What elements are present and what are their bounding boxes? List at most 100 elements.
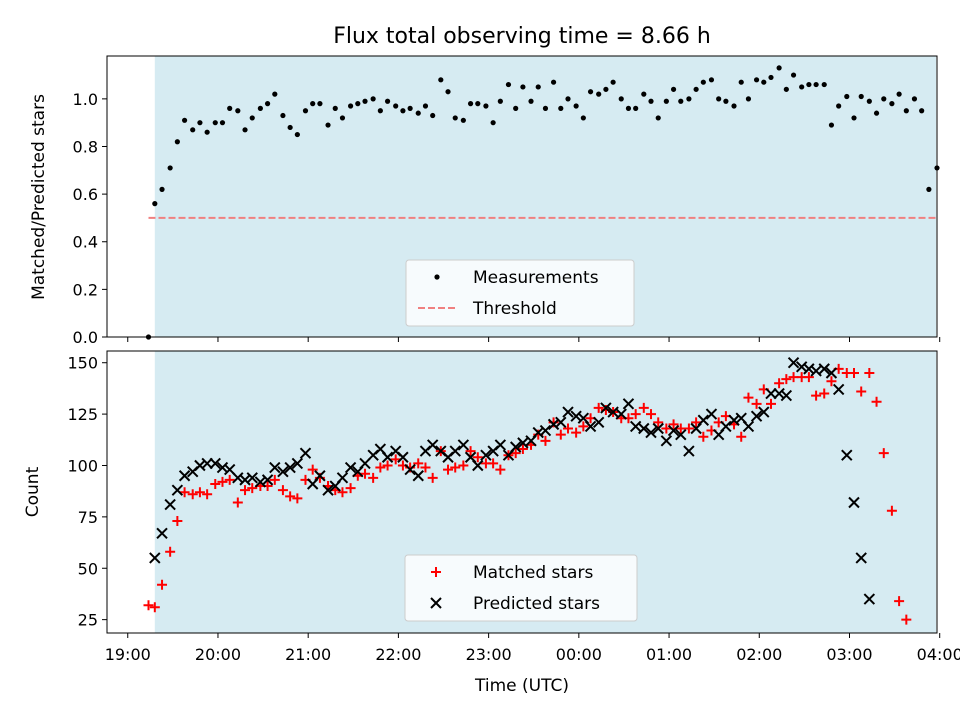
measurement-point: [483, 103, 489, 109]
measurement-point: [625, 105, 632, 111]
count-y-tick-label: 100: [67, 456, 98, 475]
measurement-point: [700, 79, 706, 85]
measurement-point: [573, 103, 579, 109]
predicted-star-point: [532, 426, 544, 439]
predicted-star-point: [765, 387, 777, 400]
predicted-star-point: [607, 406, 619, 418]
predicted-star-point: [178, 470, 191, 482]
matched-star-point: [187, 489, 198, 500]
measurement-point: [400, 108, 406, 114]
matched-star-point: [766, 398, 776, 409]
count-x-tick-label: 03:00: [826, 645, 872, 664]
matched-star-point: [277, 485, 288, 496]
measurement-point: [903, 108, 909, 114]
count-x-tick-label: 04:00: [917, 645, 960, 664]
count-y-tick-label: 50: [78, 559, 98, 578]
measurement-point: [844, 93, 850, 100]
measurement-point: [445, 89, 451, 95]
predicted-star-point: [570, 410, 582, 422]
measurement-point: [828, 122, 835, 128]
count-x-tick-label: 22:00: [375, 645, 421, 664]
x-axis-label: Time (UTC): [474, 676, 569, 696]
count-x-axis-ticks: 19:00 20:00 21:00 22:00 23:00 00:00 01:00 02:00…: [105, 633, 960, 664]
matched-star-point: [269, 474, 280, 485]
ratio-legend-box: [405, 259, 635, 327]
matched-star-point: [638, 402, 649, 413]
predicted-star-point: [645, 426, 657, 439]
matched-star-point: [202, 489, 213, 500]
predicted-star-point: [314, 470, 326, 482]
ratio-y-axis-label: Matched/Predicted stars: [29, 94, 49, 300]
matched-star-point: [781, 374, 792, 385]
measurement-point: [686, 96, 692, 102]
matched-star-point: [443, 464, 454, 475]
matched-star-point: [232, 497, 243, 508]
measurement-point: [693, 86, 699, 92]
measurement-point: [347, 103, 354, 109]
measurement-point: [219, 120, 226, 126]
predicted-star-point: [239, 474, 251, 486]
predicted-star-point: [254, 476, 267, 488]
legend-plus-mark: [431, 567, 441, 577]
predicted-star-point: [494, 439, 507, 451]
measurement-point: [806, 81, 812, 88]
matched-star-point: [345, 483, 356, 494]
measurement-point: [723, 98, 729, 104]
predicted-star-point: [675, 428, 687, 441]
matched-star-point: [285, 491, 296, 502]
matched-star-point: [803, 372, 814, 383]
measurement-point: [227, 105, 233, 111]
measurement-points: [145, 65, 940, 340]
measurement-point: [881, 96, 887, 102]
measurement-point: [505, 81, 512, 88]
measurement-point: [768, 74, 774, 81]
predicted-star-point: [457, 439, 470, 451]
ratio-legend: Measurements Threshold: [405, 259, 635, 327]
measurement-point: [799, 84, 805, 90]
matched-star-point: [540, 435, 551, 446]
measurement-point: [362, 98, 368, 104]
measurement-point: [384, 98, 391, 104]
legend-x-mark: [430, 597, 442, 609]
predicted-star-point: [629, 420, 642, 433]
matched-star-point: [593, 402, 604, 413]
matched-star-point: [555, 429, 566, 440]
chart-title: Flux total observing time = 8.66 h: [333, 24, 711, 49]
predicted-star-point: [795, 361, 808, 373]
measurement-point: [618, 96, 624, 102]
measurement-point: [813, 81, 819, 88]
measurement-point: [783, 86, 789, 92]
predicted-star-point: [291, 457, 304, 470]
measurement-point: [355, 101, 361, 107]
matched-star-point: [683, 423, 694, 434]
matched-star-point: [901, 614, 912, 625]
count-y-tick-label: 25: [78, 611, 98, 630]
measurement-point: [580, 115, 586, 121]
predicted-star-point: [164, 498, 176, 511]
matched-star-point: [578, 421, 589, 432]
measurement-point: [339, 115, 346, 121]
count-x-tick-label: 21:00: [285, 645, 331, 664]
matched-star-point: [849, 367, 859, 378]
matched-star-point: [413, 458, 424, 469]
predicted-star-point: [449, 445, 461, 457]
predicted-star-point: [773, 387, 785, 400]
predicted-star-point: [803, 363, 815, 375]
ratio-y-axis-ticks: 0.0 0.2 0.4 0.6 0.8 1.0: [73, 90, 107, 347]
predicted-star-point: [863, 593, 876, 605]
predicted-star-point: [404, 463, 416, 476]
matched-star-point: [886, 505, 897, 516]
matched-star-point: [819, 388, 830, 399]
matched-star-point: [878, 448, 889, 459]
matched-star-point: [517, 444, 528, 455]
count-x-tick-label: 23:00: [466, 645, 512, 664]
matched-star-point: [871, 396, 882, 407]
predicted-star-point: [622, 398, 635, 410]
measurement-point: [422, 103, 429, 109]
predicted-star-point: [683, 445, 695, 457]
ratio-y-tick-label: 0.0: [73, 328, 98, 347]
measurement-point: [542, 105, 549, 111]
count-axes-frame: [106, 350, 938, 634]
measurement-point: [415, 110, 421, 116]
